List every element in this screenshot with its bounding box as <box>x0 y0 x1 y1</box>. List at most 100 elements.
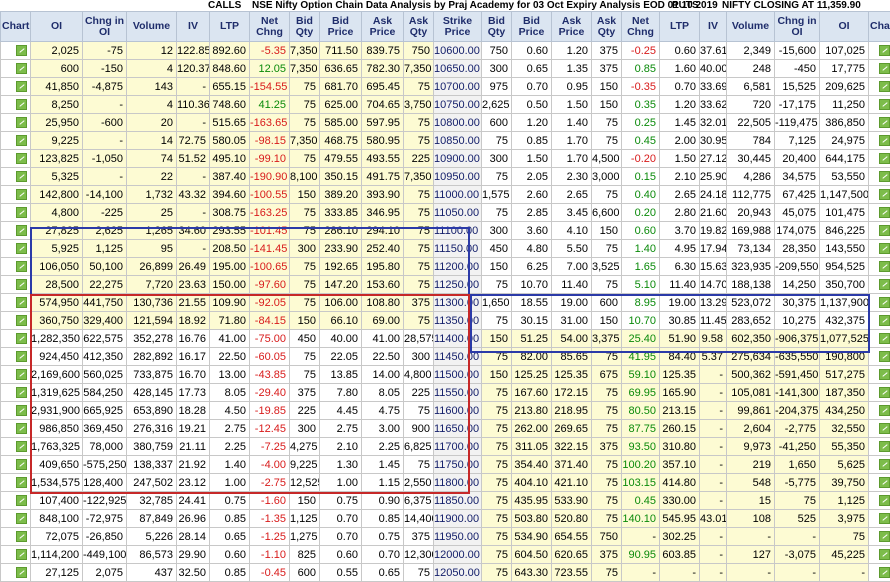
call-chart-button[interactable] <box>1 78 31 96</box>
put-chart-button[interactable] <box>869 546 890 564</box>
call-chart-button[interactable] <box>1 420 31 438</box>
call-chart-button[interactable] <box>1 366 31 384</box>
chart-icon[interactable] <box>879 63 890 74</box>
call-chart-button[interactable] <box>1 510 31 528</box>
call-chart-button[interactable] <box>1 492 31 510</box>
put-chart-button[interactable] <box>869 60 890 78</box>
chart-icon[interactable] <box>16 531 27 542</box>
chart-icon[interactable] <box>879 351 890 362</box>
chart-icon[interactable] <box>16 153 27 164</box>
put-chart-button[interactable] <box>869 258 890 276</box>
chart-icon[interactable] <box>16 333 27 344</box>
call-chart-button[interactable] <box>1 186 31 204</box>
put-chart-button[interactable] <box>869 456 890 474</box>
put-chart-button[interactable] <box>869 222 890 240</box>
call-chart-button[interactable] <box>1 330 31 348</box>
put-chart-button[interactable] <box>869 240 890 258</box>
put-chart-button[interactable] <box>869 114 890 132</box>
call-chart-button[interactable] <box>1 402 31 420</box>
call-chart-button[interactable] <box>1 240 31 258</box>
put-chart-button[interactable] <box>869 276 890 294</box>
put-chart-button[interactable] <box>869 330 890 348</box>
call-chart-button[interactable] <box>1 42 31 60</box>
chart-icon[interactable] <box>16 441 27 452</box>
chart-icon[interactable] <box>879 387 890 398</box>
chart-icon[interactable] <box>16 261 27 272</box>
put-chart-button[interactable] <box>869 492 890 510</box>
chart-icon[interactable] <box>879 567 890 578</box>
chart-icon[interactable] <box>879 117 890 128</box>
chart-icon[interactable] <box>16 405 27 416</box>
put-chart-button[interactable] <box>869 312 890 330</box>
chart-icon[interactable] <box>16 99 27 110</box>
chart-icon[interactable] <box>879 423 890 434</box>
call-chart-button[interactable] <box>1 546 31 564</box>
chart-icon[interactable] <box>16 135 27 146</box>
chart-icon[interactable] <box>879 207 890 218</box>
chart-icon[interactable] <box>16 207 27 218</box>
chart-icon[interactable] <box>879 45 890 56</box>
chart-icon[interactable] <box>879 315 890 326</box>
chart-icon[interactable] <box>16 513 27 524</box>
chart-icon[interactable] <box>16 387 27 398</box>
call-chart-button[interactable] <box>1 384 31 402</box>
chart-icon[interactable] <box>16 369 27 380</box>
chart-icon[interactable] <box>16 549 27 560</box>
chart-icon[interactable] <box>16 567 27 578</box>
put-chart-button[interactable] <box>869 186 890 204</box>
put-chart-button[interactable] <box>869 564 890 582</box>
chart-icon[interactable] <box>879 549 890 560</box>
put-chart-button[interactable] <box>869 294 890 312</box>
call-chart-button[interactable] <box>1 150 31 168</box>
call-chart-button[interactable] <box>1 222 31 240</box>
chart-icon[interactable] <box>879 405 890 416</box>
chart-icon[interactable] <box>879 333 890 344</box>
chart-icon[interactable] <box>16 351 27 362</box>
put-chart-button[interactable] <box>869 510 890 528</box>
chart-icon[interactable] <box>879 171 890 182</box>
chart-icon[interactable] <box>16 243 27 254</box>
put-chart-button[interactable] <box>869 78 890 96</box>
chart-icon[interactable] <box>879 459 890 470</box>
put-chart-button[interactable] <box>869 168 890 186</box>
chart-icon[interactable] <box>16 171 27 182</box>
chart-icon[interactable] <box>16 81 27 92</box>
put-chart-button[interactable] <box>869 438 890 456</box>
chart-icon[interactable] <box>16 279 27 290</box>
call-chart-button[interactable] <box>1 456 31 474</box>
call-chart-button[interactable] <box>1 474 31 492</box>
call-chart-button[interactable] <box>1 168 31 186</box>
chart-icon[interactable] <box>16 495 27 506</box>
chart-icon[interactable] <box>879 495 890 506</box>
chart-icon[interactable] <box>879 81 890 92</box>
chart-icon[interactable] <box>16 297 27 308</box>
call-chart-button[interactable] <box>1 204 31 222</box>
chart-icon[interactable] <box>16 315 27 326</box>
chart-icon[interactable] <box>16 189 27 200</box>
put-chart-button[interactable] <box>869 420 890 438</box>
chart-icon[interactable] <box>879 369 890 380</box>
put-chart-button[interactable] <box>869 42 890 60</box>
chart-icon[interactable] <box>879 513 890 524</box>
chart-icon[interactable] <box>879 261 890 272</box>
put-chart-button[interactable] <box>869 402 890 420</box>
chart-icon[interactable] <box>879 135 890 146</box>
chart-icon[interactable] <box>879 297 890 308</box>
put-chart-button[interactable] <box>869 528 890 546</box>
chart-icon[interactable] <box>879 279 890 290</box>
chart-icon[interactable] <box>879 225 890 236</box>
put-chart-button[interactable] <box>869 474 890 492</box>
put-chart-button[interactable] <box>869 204 890 222</box>
chart-icon[interactable] <box>16 225 27 236</box>
put-chart-button[interactable] <box>869 384 890 402</box>
put-chart-button[interactable] <box>869 132 890 150</box>
call-chart-button[interactable] <box>1 564 31 582</box>
chart-icon[interactable] <box>879 531 890 542</box>
put-chart-button[interactable] <box>869 366 890 384</box>
call-chart-button[interactable] <box>1 348 31 366</box>
chart-icon[interactable] <box>16 423 27 434</box>
chart-icon[interactable] <box>879 441 890 452</box>
call-chart-button[interactable] <box>1 132 31 150</box>
put-chart-button[interactable] <box>869 348 890 366</box>
call-chart-button[interactable] <box>1 114 31 132</box>
